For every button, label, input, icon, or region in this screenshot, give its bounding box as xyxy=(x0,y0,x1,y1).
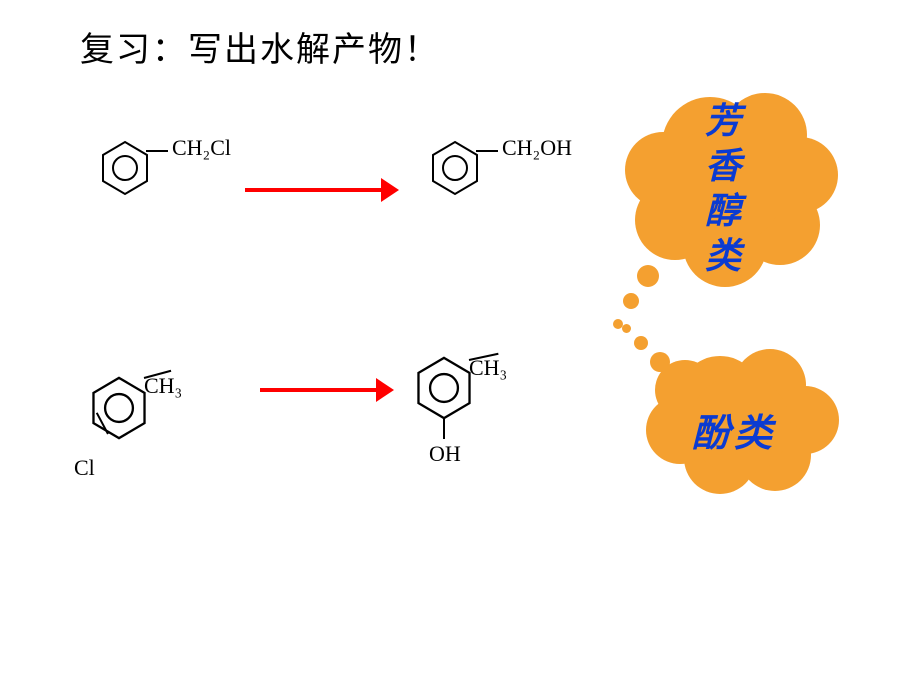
cloud-dot-icon xyxy=(637,265,659,287)
reaction2-reactant: CH₃ Cl xyxy=(90,375,148,441)
cloud1-char-1: 香 xyxy=(705,144,741,189)
substituent-ch2cl: CH₂Cl xyxy=(172,135,231,160)
benzene-ring-icon xyxy=(415,355,473,421)
substituent-cl: Cl xyxy=(74,455,95,481)
cloud-dot-icon xyxy=(623,293,639,309)
thought-cloud-phenol: 酚类 xyxy=(620,330,850,500)
bond-line xyxy=(443,419,447,439)
reaction-arrow xyxy=(245,188,385,192)
substituent-ch2oh: CH₂OH xyxy=(502,135,572,160)
benzene-ring-icon xyxy=(90,375,148,441)
cloud1-char-2: 醇 xyxy=(705,189,741,234)
cloud1-char-0: 芳 xyxy=(705,99,741,144)
substituent-ch3: CH₃ xyxy=(469,355,507,380)
benzene-ring-icon xyxy=(100,140,150,196)
reaction-arrow xyxy=(260,388,380,392)
reaction2-product: CH₃ OH xyxy=(415,355,473,421)
substituent-oh: OH xyxy=(429,441,461,467)
benzene-ring-icon xyxy=(430,140,480,196)
substituent-ch3: CH₃ xyxy=(144,373,182,398)
reaction1-product: CH₂OH xyxy=(430,140,572,196)
bond-line xyxy=(146,150,168,152)
reaction1-reactant: CH₂Cl xyxy=(100,140,231,196)
slide-title: 复习：写出水解产物！ xyxy=(80,22,440,71)
slide-stage: 复习：写出水解产物！ CH₂Cl CH₂OH xyxy=(0,0,920,690)
cloud-dot-icon xyxy=(650,352,670,372)
cloud-dot-icon xyxy=(622,324,631,333)
bond-line xyxy=(476,150,498,152)
cloud1-char-3: 类 xyxy=(705,234,741,279)
cloud-dot-icon xyxy=(634,336,648,350)
cloud2-label: 酚类 xyxy=(692,402,776,457)
thought-cloud-aromatic-alcohol: 芳 香 醇 类 xyxy=(605,75,845,345)
